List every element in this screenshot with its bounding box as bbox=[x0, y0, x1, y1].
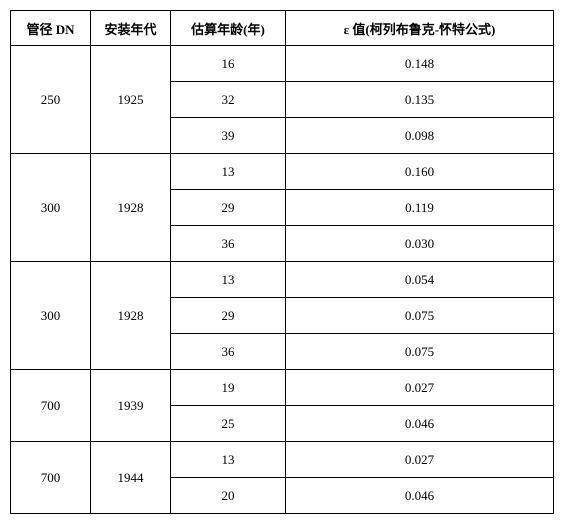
cell-epsilon: 0.135 bbox=[286, 82, 554, 118]
cell-epsilon: 0.046 bbox=[286, 406, 554, 442]
cell-dn: 700 bbox=[11, 442, 91, 514]
cell-age: 20 bbox=[171, 478, 286, 514]
cell-epsilon: 0.027 bbox=[286, 370, 554, 406]
cell-age: 19 bbox=[171, 370, 286, 406]
cell-epsilon: 0.075 bbox=[286, 298, 554, 334]
cell-epsilon: 0.027 bbox=[286, 442, 554, 478]
table-row: 7001939190.027 bbox=[11, 370, 554, 406]
cell-age: 25 bbox=[171, 406, 286, 442]
cell-age: 36 bbox=[171, 226, 286, 262]
table-row: 3001928130.054 bbox=[11, 262, 554, 298]
cell-age: 29 bbox=[171, 298, 286, 334]
cell-dn: 300 bbox=[11, 154, 91, 262]
cell-epsilon: 0.148 bbox=[286, 46, 554, 82]
cell-age: 36 bbox=[171, 334, 286, 370]
cell-age: 13 bbox=[171, 154, 286, 190]
cell-install-year: 1925 bbox=[91, 46, 171, 154]
table-row: 2501925160.148 bbox=[11, 46, 554, 82]
data-table: 管径 DN 安装年代 估算年龄(年) ε 值(柯列布鲁克-怀特公式) 25019… bbox=[10, 10, 554, 514]
header-epsilon: ε 值(柯列布鲁克-怀特公式) bbox=[286, 11, 554, 46]
cell-epsilon: 0.119 bbox=[286, 190, 554, 226]
cell-dn: 250 bbox=[11, 46, 91, 154]
cell-epsilon: 0.030 bbox=[286, 226, 554, 262]
cell-epsilon: 0.046 bbox=[286, 478, 554, 514]
cell-age: 32 bbox=[171, 82, 286, 118]
header-dn: 管径 DN bbox=[11, 11, 91, 46]
cell-install-year: 1928 bbox=[91, 262, 171, 370]
cell-dn: 300 bbox=[11, 262, 91, 370]
cell-epsilon: 0.075 bbox=[286, 334, 554, 370]
table-header-row: 管径 DN 安装年代 估算年龄(年) ε 值(柯列布鲁克-怀特公式) bbox=[11, 11, 554, 46]
cell-epsilon: 0.098 bbox=[286, 118, 554, 154]
header-install-year: 安装年代 bbox=[91, 11, 171, 46]
cell-age: 29 bbox=[171, 190, 286, 226]
cell-install-year: 1928 bbox=[91, 154, 171, 262]
cell-age: 13 bbox=[171, 442, 286, 478]
table-row: 7001944130.027 bbox=[11, 442, 554, 478]
table-body: 2501925160.148320.135390.0983001928130.1… bbox=[11, 46, 554, 514]
cell-install-year: 1944 bbox=[91, 442, 171, 514]
cell-install-year: 1939 bbox=[91, 370, 171, 442]
cell-age: 39 bbox=[171, 118, 286, 154]
cell-epsilon: 0.160 bbox=[286, 154, 554, 190]
cell-age: 13 bbox=[171, 262, 286, 298]
header-est-age: 估算年龄(年) bbox=[171, 11, 286, 46]
cell-age: 16 bbox=[171, 46, 286, 82]
cell-epsilon: 0.054 bbox=[286, 262, 554, 298]
cell-dn: 700 bbox=[11, 370, 91, 442]
table-row: 3001928130.160 bbox=[11, 154, 554, 190]
